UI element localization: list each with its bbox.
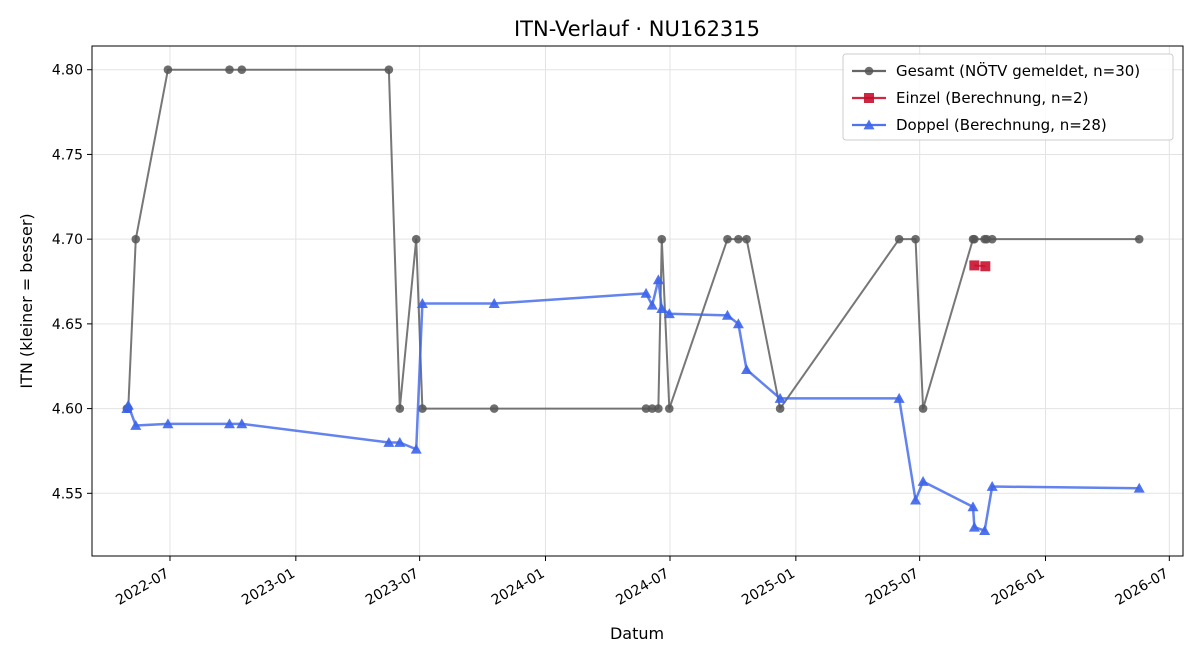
y-tick-label: 4.75	[52, 147, 83, 163]
x-tick-label: 2026-01	[989, 566, 1048, 609]
data-point	[163, 65, 173, 75]
series-circle	[122, 65, 1144, 413]
data-point	[987, 234, 997, 244]
data-point	[665, 404, 674, 413]
series-line	[125, 278, 1140, 532]
chart-title: ITN-Verlauf · NU162315	[514, 17, 760, 41]
y-tick-label: 4.70	[52, 232, 83, 248]
data-point	[910, 494, 922, 505]
data-point	[969, 260, 980, 271]
series-layer	[121, 65, 1145, 535]
data-point	[741, 364, 753, 375]
data-point	[130, 420, 142, 430]
tick-layer: 2022-07 2023-01 2023-07 2024-01 2024-07 2025-…	[52, 63, 1171, 609]
data-point	[411, 234, 421, 244]
series-square	[969, 260, 991, 272]
data-point	[986, 481, 998, 491]
data-point	[742, 234, 751, 244]
data-point	[970, 234, 979, 244]
legend-label: Einzel (Berechnung, n=2)	[896, 89, 1088, 107]
data-point	[641, 404, 651, 413]
data-point	[162, 418, 174, 429]
x-tick-label: 2025-07	[863, 566, 922, 609]
data-point	[1133, 482, 1145, 493]
data-point	[225, 65, 234, 75]
legend-label: Gesamt (NÖTV gemeldet, n=30)	[896, 61, 1140, 80]
data-point	[732, 318, 744, 329]
data-point	[967, 501, 979, 512]
plot-frame	[91, 45, 1184, 557]
data-point	[489, 404, 499, 413]
y-tick-label: 4.80	[52, 63, 83, 79]
y-tick-label: 4.55	[52, 486, 83, 502]
data-point	[383, 436, 395, 447]
data-point	[656, 303, 668, 314]
data-point	[1134, 234, 1144, 244]
x-tick-label: 2023-07	[363, 566, 422, 609]
data-point	[917, 475, 929, 486]
data-point	[652, 274, 664, 285]
data-point	[640, 287, 652, 298]
data-point	[894, 234, 904, 244]
legend-item: Doppel (Berechnung, n=28)	[852, 116, 1107, 134]
data-point	[122, 399, 134, 410]
data-point	[918, 404, 928, 413]
data-point	[968, 521, 980, 532]
data-point	[131, 234, 141, 244]
data-point	[236, 418, 248, 429]
data-point	[663, 308, 675, 319]
data-point	[911, 234, 920, 244]
data-point	[980, 261, 991, 272]
data-point	[410, 443, 422, 454]
x-tick-label: 2023-01	[239, 566, 298, 609]
data-point	[723, 234, 732, 244]
legend-item: Einzel (Berechnung, n=2)	[852, 89, 1088, 107]
y-tick-label: 4.60	[52, 402, 83, 418]
legend-marker	[864, 66, 874, 76]
x-tick-label: 2024-07	[613, 566, 672, 609]
data-point	[488, 298, 500, 308]
data-point	[893, 392, 905, 403]
data-point	[734, 234, 743, 244]
legend-marker	[864, 93, 874, 103]
data-point	[394, 436, 406, 447]
data-point	[395, 404, 405, 413]
data-point	[416, 298, 428, 308]
y-axis-title: ITN (kleiner = besser)	[17, 213, 36, 388]
legend-box	[842, 53, 1174, 141]
data-point	[223, 418, 235, 429]
data-point	[774, 392, 786, 403]
data-point	[646, 299, 658, 310]
legend-item: Gesamt (NÖTV gemeldet, n=30)	[852, 61, 1140, 80]
data-point	[647, 404, 657, 413]
legend-label: Doppel (Berechnung, n=28)	[896, 116, 1107, 134]
series-triangle	[121, 274, 1145, 535]
data-point	[721, 309, 733, 320]
data-point	[775, 404, 785, 413]
data-point	[418, 404, 427, 413]
y-tick-label: 4.65	[52, 317, 83, 333]
data-point	[657, 234, 667, 244]
x-tick-label: 2024-01	[489, 566, 548, 609]
data-point	[384, 65, 394, 75]
legend: Gesamt (NÖTV gemeldet, n=30) Einzel (Bere…	[842, 53, 1174, 141]
data-point	[237, 65, 247, 75]
x-tick-label: 2025-01	[739, 566, 798, 609]
x-tick-label: 2022-07	[113, 566, 172, 609]
data-point	[979, 525, 991, 535]
legend-marker	[863, 119, 875, 130]
data-point	[654, 404, 663, 413]
x-axis-title: Datum	[610, 624, 664, 643]
x-tick-label: 2026-07	[1113, 566, 1172, 609]
